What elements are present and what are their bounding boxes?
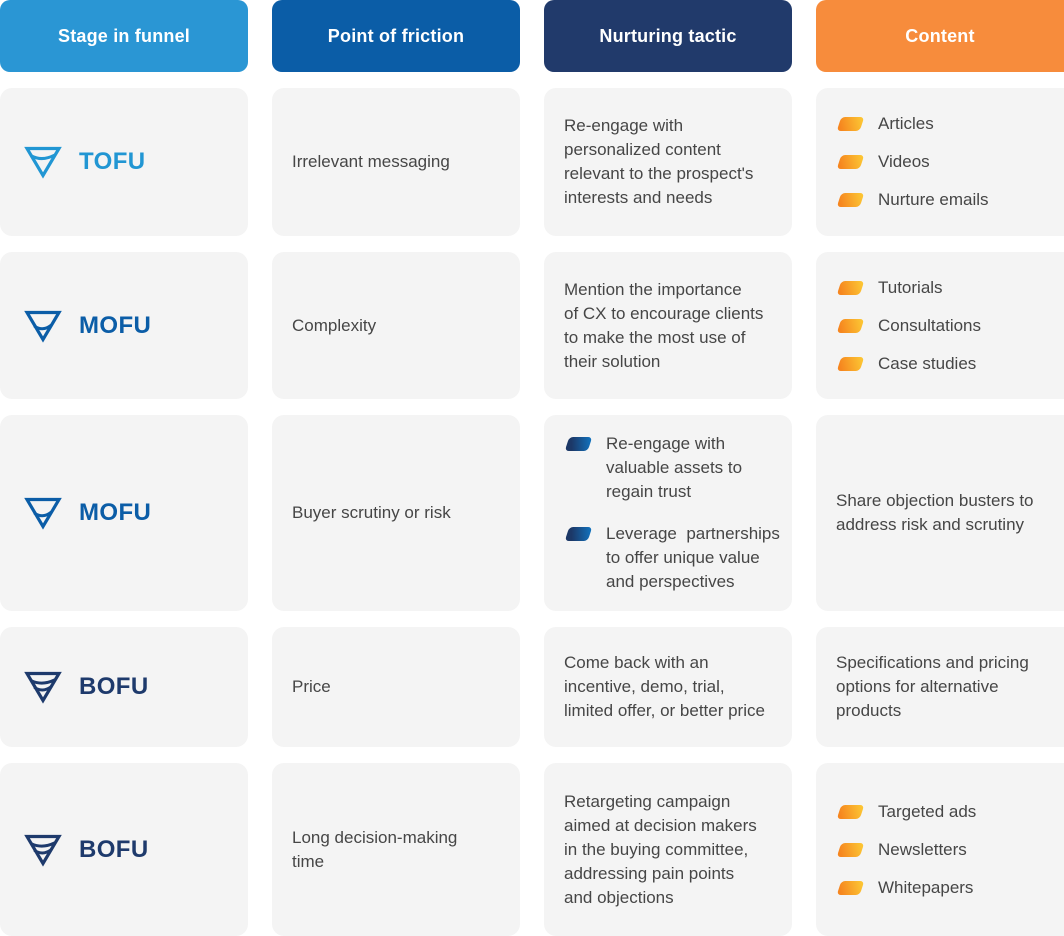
friction-text: Price bbox=[292, 677, 331, 696]
content-list-item: Tutorials bbox=[836, 276, 1054, 300]
content-cell: Tutorials Consultations Case studies bbox=[816, 252, 1064, 399]
stage-label: BOFU bbox=[79, 835, 149, 863]
column-header-nurturing-tactic: Nurturing tactic bbox=[544, 0, 792, 72]
tactic-list-item: Re-engage with valuable assets to regain… bbox=[564, 432, 782, 504]
funnel-mofu-icon bbox=[24, 310, 62, 343]
stage-label: MOFU bbox=[79, 311, 152, 339]
tactic-cell: Mention the importance of CX to encourag… bbox=[544, 252, 792, 399]
content-cell: Articles Videos Nurture emails bbox=[816, 88, 1064, 236]
friction-cell: Price bbox=[272, 627, 520, 747]
content-item-label: Nurture emails bbox=[878, 190, 989, 209]
friction-text: Irrelevant messaging bbox=[292, 152, 450, 171]
content-item-label: Videos bbox=[878, 152, 930, 171]
tactic-cell: Re-engage with valuable assets to regain… bbox=[544, 415, 792, 611]
parallelogram-bullet-icon bbox=[836, 280, 865, 295]
tactic-text: Re-engage with personalized content rele… bbox=[564, 116, 754, 207]
parallelogram-bullet-icon bbox=[836, 318, 865, 333]
content-cell: Targeted ads Newsletters Whitepapers bbox=[816, 763, 1064, 936]
stage-cell: MOFU bbox=[0, 415, 248, 611]
content-item-label: Consultations bbox=[878, 315, 982, 335]
column-header-label: Content bbox=[905, 25, 975, 46]
tactic-list-item: Leverage partnerships to offer unique va… bbox=[564, 522, 782, 594]
funnel-bofu-icon bbox=[24, 671, 62, 704]
content-cell: Share objection busters to address risk … bbox=[816, 415, 1064, 611]
parallelogram-bullet-icon bbox=[564, 437, 593, 451]
content-list-item: Case studies bbox=[836, 352, 1054, 376]
content-item-label: Newsletters bbox=[878, 839, 967, 859]
friction-cell: Buyer scrutiny or risk bbox=[272, 415, 520, 611]
stage-cell: BOFU bbox=[0, 763, 248, 936]
content-item-label: Articles bbox=[878, 114, 934, 133]
parallelogram-bullet-icon bbox=[564, 527, 593, 541]
stage-cell: TOFU bbox=[0, 88, 248, 236]
tactic-item-text: Leverage partnerships to offer unique va… bbox=[606, 524, 780, 591]
parallelogram-bullet-icon bbox=[836, 356, 865, 371]
column-header-content: Content bbox=[816, 0, 1064, 72]
content-list-item: Whitepapers bbox=[836, 876, 1054, 900]
content-cell: Specifications and pricing options for a… bbox=[816, 627, 1064, 747]
stage-cell: MOFU bbox=[0, 252, 248, 399]
content-text: Specifications and pricing options for a… bbox=[836, 653, 1029, 720]
content-item-label: Targeted ads bbox=[878, 801, 977, 821]
content-list-item: Newsletters bbox=[836, 838, 1054, 862]
column-header-point-of-friction: Point of friction bbox=[272, 0, 520, 72]
parallelogram-bullet-icon bbox=[836, 117, 865, 131]
parallelogram-bullet-icon bbox=[836, 804, 865, 819]
funnel-tofu-icon bbox=[24, 146, 62, 179]
funnel-mofu-icon bbox=[24, 497, 62, 530]
tactic-text: Mention the importance of CX to encourag… bbox=[564, 279, 764, 371]
column-header-label: Nurturing tactic bbox=[599, 25, 737, 46]
content-item-label: Tutorials bbox=[878, 277, 943, 297]
tactic-cell: Re-engage with personalized content rele… bbox=[544, 88, 792, 236]
stage-label: BOFU bbox=[79, 673, 149, 700]
content-list-item: Articles bbox=[836, 112, 1054, 136]
content-text: Share objection busters to address risk … bbox=[836, 491, 1034, 534]
content-list-item: Nurture emails bbox=[836, 188, 1054, 212]
parallelogram-bullet-icon bbox=[836, 193, 865, 207]
column-header-label: Stage in funnel bbox=[57, 25, 190, 46]
friction-cell: Irrelevant messaging bbox=[272, 88, 520, 236]
parallelogram-bullet-icon bbox=[836, 842, 865, 857]
friction-cell: Long decision-making time bbox=[272, 763, 520, 936]
friction-text: Buyer scrutiny or risk bbox=[292, 503, 451, 522]
content-list-item: Videos bbox=[836, 150, 1054, 174]
tactic-cell: Come back with an incentive, demo, trial… bbox=[544, 627, 792, 747]
funnel-bofu-icon bbox=[24, 834, 62, 867]
stage-label: TOFU bbox=[79, 148, 146, 175]
content-item-label: Whitepapers bbox=[878, 877, 974, 897]
tactic-text: Come back with an incentive, demo, trial… bbox=[564, 653, 765, 720]
friction-text: Long decision-making time bbox=[292, 827, 458, 871]
tactic-cell: Retargeting campaign aimed at decision m… bbox=[544, 763, 792, 936]
column-header-stage-in-funnel: Stage in funnel bbox=[0, 0, 248, 72]
stage-label: MOFU bbox=[79, 499, 152, 526]
friction-text: Complexity bbox=[292, 315, 377, 335]
parallelogram-bullet-icon bbox=[836, 155, 865, 169]
parallelogram-bullet-icon bbox=[836, 880, 865, 895]
tactic-item-text: Re-engage with valuable assets to regain… bbox=[606, 434, 743, 501]
content-item-label: Case studies bbox=[878, 353, 977, 373]
content-list-item: Targeted ads bbox=[836, 800, 1054, 824]
friction-cell: Complexity bbox=[272, 252, 520, 399]
column-header-label: Point of friction bbox=[327, 25, 465, 46]
tactic-text: Retargeting campaign aimed at decision m… bbox=[564, 791, 757, 907]
content-list-item: Consultations bbox=[836, 314, 1054, 338]
stage-cell: BOFU bbox=[0, 627, 248, 747]
